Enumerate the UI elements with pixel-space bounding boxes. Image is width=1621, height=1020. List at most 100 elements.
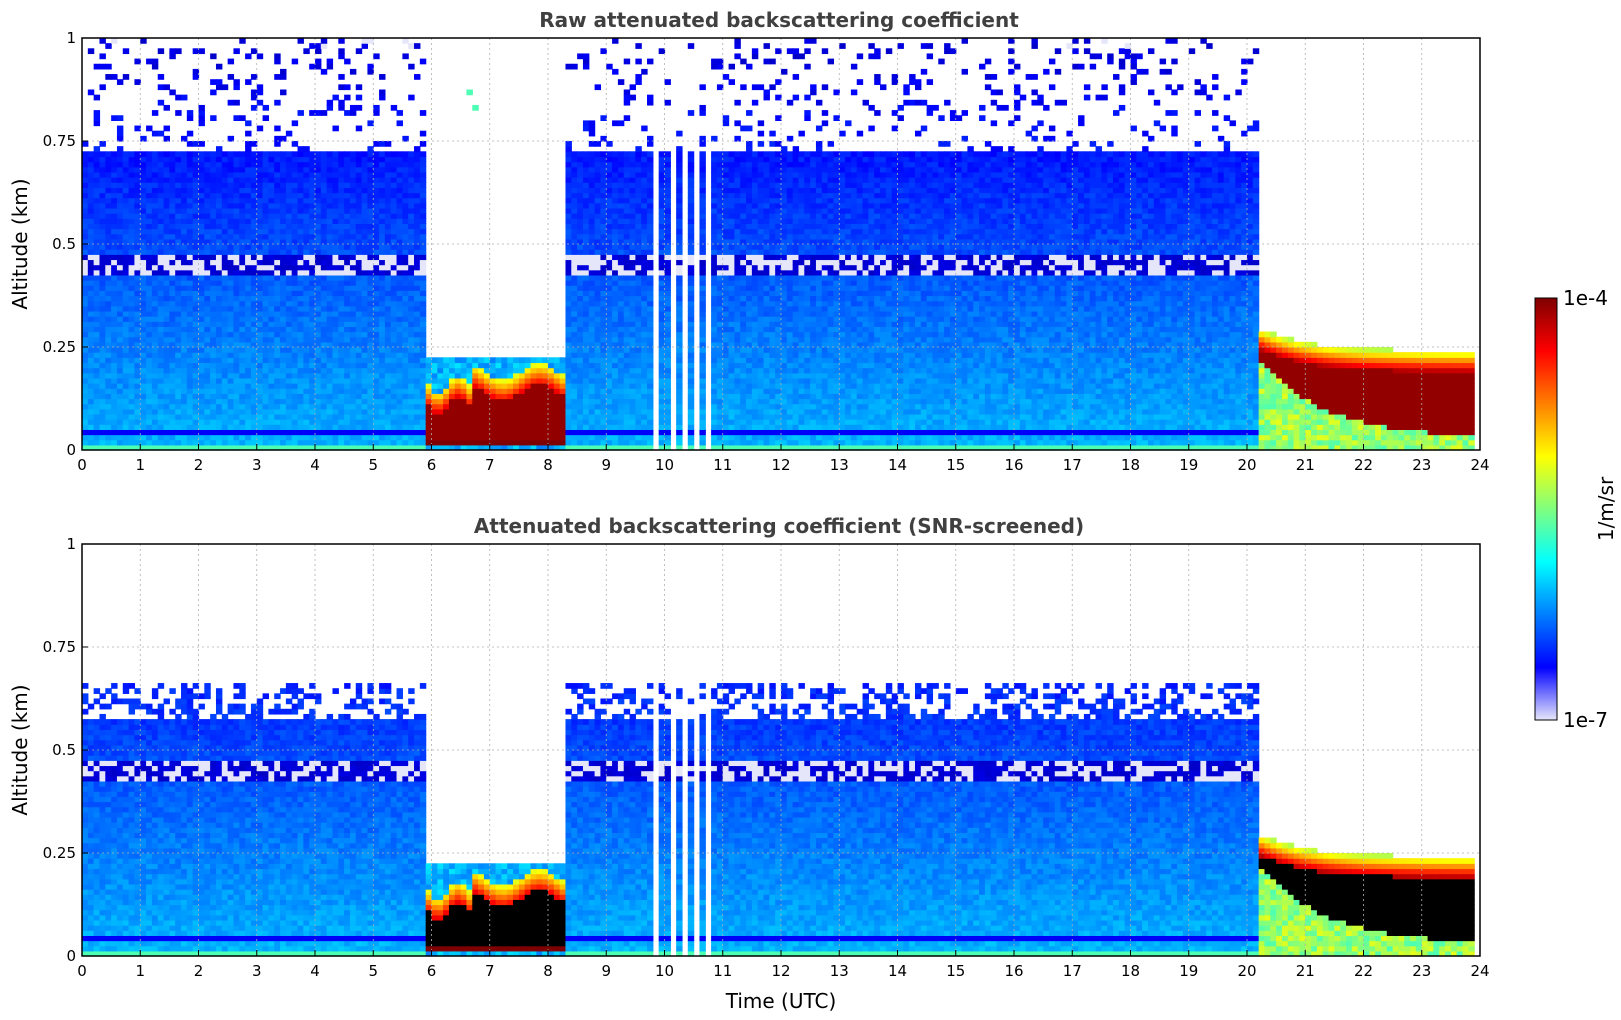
heatmap-cell [250, 187, 258, 194]
heatmap-cell [186, 383, 194, 389]
heatmap-cell [402, 177, 409, 183]
heatmap-cell [87, 166, 95, 173]
heatmap-cell [338, 439, 345, 446]
heatmap-cell [507, 383, 514, 389]
heatmap-cell [367, 321, 374, 327]
heatmap-cell [303, 310, 310, 317]
heatmap-cell [157, 233, 165, 240]
heatmap-cell [204, 156, 211, 163]
heatmap-cell [221, 264, 229, 271]
heatmap-cell [105, 372, 112, 379]
heatmap-cell [617, 182, 625, 188]
heatmap-cell [344, 156, 351, 163]
heatmap-cell [414, 74, 421, 80]
heatmap-cell [419, 383, 427, 389]
heatmap-cell [577, 213, 584, 219]
heatmap-cell [507, 377, 514, 384]
heatmap-cell [221, 166, 229, 173]
heatmap-cell [384, 372, 392, 379]
heatmap-cell [600, 310, 607, 317]
heatmap-cell [198, 429, 205, 436]
heatmap-cell [163, 125, 170, 132]
heatmap-cell [245, 233, 252, 240]
heatmap-cell [565, 408, 572, 415]
heatmap-cell [82, 403, 89, 410]
heatmap-cell [594, 166, 602, 173]
heatmap-cell [245, 383, 252, 389]
heatmap-cell [239, 372, 246, 379]
heatmap-cell [390, 310, 398, 317]
heatmap-cell [588, 377, 596, 384]
heatmap-cell [344, 228, 351, 235]
heatmap-cell [280, 305, 287, 312]
heatmap-cell [466, 419, 473, 425]
heatmap-cell [151, 290, 159, 297]
heatmap-cell [571, 310, 578, 317]
heatmap-cell [111, 310, 118, 317]
heatmap-cell [577, 233, 584, 240]
heatmap-cell [116, 207, 124, 214]
heatmap-cell [402, 264, 409, 271]
heatmap-cell [280, 218, 287, 224]
heatmap-cell [163, 434, 170, 441]
heatmap-cell [146, 269, 153, 276]
heatmap-cell [169, 367, 176, 374]
heatmap-cell [297, 434, 304, 441]
heatmap-cell [198, 192, 205, 199]
heatmap-cell [559, 413, 567, 420]
heatmap-cell [116, 177, 124, 183]
heatmap-cell [315, 254, 322, 261]
heatmap-cell [169, 321, 176, 327]
heatmap-cell [588, 207, 596, 214]
heatmap-cell [105, 357, 112, 364]
heatmap-cell [262, 310, 269, 317]
heatmap-cell [186, 244, 194, 250]
heatmap-cell [355, 336, 363, 343]
heatmap-cell [379, 238, 386, 245]
heatmap-cell [128, 269, 136, 276]
heatmap-cell [245, 377, 252, 384]
heatmap-cell [262, 264, 269, 271]
heatmap-cell [332, 403, 339, 410]
heatmap-cell [210, 424, 217, 430]
heatmap-cell [588, 197, 596, 204]
heatmap-cell [285, 264, 293, 271]
heatmap-cell [303, 429, 310, 436]
heatmap-cell [99, 424, 106, 430]
heatmap-cell [623, 177, 631, 183]
heatmap-cell [262, 233, 269, 240]
heatmap-cell [536, 367, 543, 374]
heatmap-cell [367, 439, 374, 446]
heatmap-cell [122, 249, 130, 255]
heatmap-cell [408, 326, 415, 333]
heatmap-cell [454, 439, 462, 446]
heatmap-cell [227, 249, 235, 255]
heatmap-cell [192, 280, 200, 286]
heatmap-cell [641, 238, 648, 245]
heatmap-cell [204, 372, 211, 379]
heatmap-cell [617, 419, 625, 425]
heatmap-cell [297, 213, 304, 219]
heatmap-cell [396, 321, 403, 327]
heatmap-cell [210, 274, 217, 281]
heatmap-cell [588, 280, 596, 286]
heatmap-cell [443, 444, 450, 451]
heatmap-cell [320, 434, 328, 441]
heatmap-cell [344, 264, 351, 271]
heatmap-cell [390, 372, 398, 379]
heatmap-cell [227, 187, 235, 194]
heatmap-cell [151, 398, 159, 405]
heatmap-cell [338, 398, 345, 405]
heatmap-cell [175, 372, 182, 379]
heatmap-cell [175, 207, 182, 214]
heatmap-cell [396, 331, 403, 338]
heatmap-cell [151, 269, 159, 276]
heatmap-cell [250, 151, 258, 158]
heatmap-cell [553, 388, 561, 394]
heatmap-cell [460, 398, 468, 405]
heatmap-cell [134, 300, 141, 307]
heatmap-cell [163, 264, 170, 271]
heatmap-cell [582, 388, 590, 394]
heatmap-cell [548, 434, 555, 441]
heatmap-cell [629, 413, 636, 420]
